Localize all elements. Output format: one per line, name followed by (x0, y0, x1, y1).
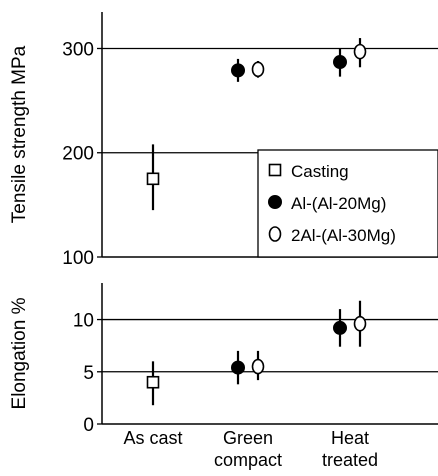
data-point-open-circle (353, 43, 367, 60)
y-tick-label: 10 (73, 311, 94, 332)
y-tick-label: 5 (83, 363, 94, 384)
legend-box (257, 149, 438, 258)
data-point-open-circle (353, 315, 367, 332)
y-tick-label: 300 (62, 39, 94, 60)
data-point-open-circle (251, 358, 265, 375)
x-tick-label: Heat (331, 428, 369, 448)
data-point-filled-circle (333, 55, 347, 70)
legend-label: 2Al-(Al-30Mg) (291, 226, 396, 245)
y-tick-label: 0 (83, 415, 94, 436)
data-point-open-square (146, 375, 160, 389)
y-axis-label: Tensile strength MPa (9, 45, 30, 223)
legend-marker (268, 226, 282, 242)
legend-marker (268, 195, 282, 209)
y-tick-label: 100 (62, 248, 94, 269)
legend-label: Al-(Al-20Mg) (291, 194, 386, 213)
data-point-open-square (146, 172, 160, 186)
data-point-filled-circle (231, 63, 245, 78)
data-point-filled-circle (231, 360, 245, 375)
legend-label: Casting (291, 162, 349, 181)
data-point-filled-circle (333, 320, 347, 335)
legend-marker (268, 163, 282, 177)
x-tick-label: compact (214, 450, 282, 470)
x-tick-label: Green (223, 428, 273, 448)
y-axis-label: Elongation % (9, 297, 30, 409)
x-tick-label: treated (322, 450, 378, 470)
data-point-open-circle (251, 61, 265, 78)
y-tick-label: 200 (62, 144, 94, 165)
x-tick-label: As cast (123, 428, 182, 448)
